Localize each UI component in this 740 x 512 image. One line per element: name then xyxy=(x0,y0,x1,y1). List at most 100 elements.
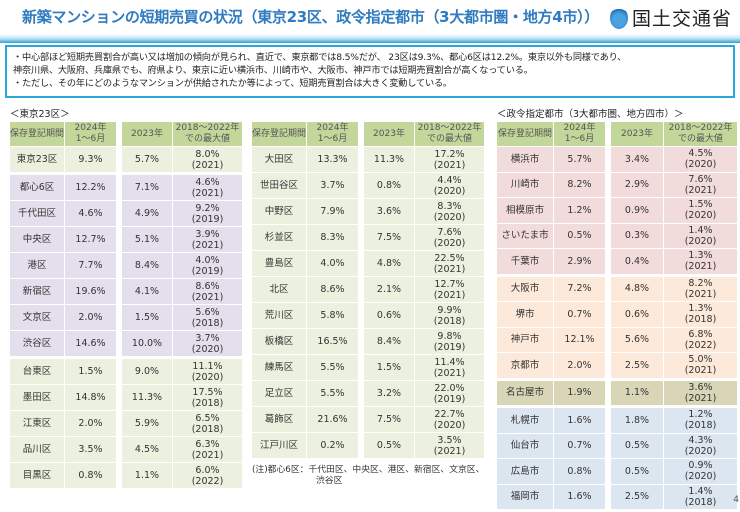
region-name: 中野区 xyxy=(252,199,306,224)
value-y2023: 5.6% xyxy=(611,327,663,352)
value-max: 17.5% (2018) xyxy=(173,385,242,410)
column-header-text: 2023年 xyxy=(373,128,405,139)
region-name: 千代田区 xyxy=(10,201,64,226)
value-max: 22.0% (2019) xyxy=(415,381,484,406)
value-max: 22.5% (2021) xyxy=(415,251,484,276)
value-max: 7.6% (2021) xyxy=(664,172,737,197)
value-y2024: 9.3% xyxy=(65,147,116,172)
max-year: (2020) xyxy=(684,445,717,457)
value-max: 8.2% (2021) xyxy=(664,276,737,301)
max-value: 6.8% xyxy=(688,328,713,340)
max-value: 1.3% xyxy=(688,303,713,315)
column-gap xyxy=(606,249,611,274)
value-max: 3.5% (2021) xyxy=(415,433,484,458)
region-name: 京都市 xyxy=(497,353,553,378)
column-header: 保存登記期間 xyxy=(252,122,306,146)
column-header: 2024年 1〜6月 xyxy=(307,122,358,146)
value-max: 4.4% (2020) xyxy=(415,173,484,198)
table-row: 千代田区 4.6% 4.9% 9.2% (2019) xyxy=(10,201,243,226)
table-row: 葛飾区 21.6% 7.5% 22.7% (2020) xyxy=(252,407,485,432)
max-year: (2019) xyxy=(433,341,466,353)
max-year: (2021) xyxy=(191,159,224,171)
value-y2023: 5.1% xyxy=(122,227,172,252)
table-row: 都心6区 12.2% 7.1% 4.6% (2021) xyxy=(10,175,243,200)
max-year: (2020) xyxy=(433,237,466,249)
region-name: 札幌市 xyxy=(497,408,553,433)
column-gap xyxy=(117,279,122,304)
value-y2023: 4.5% xyxy=(122,437,172,462)
column-gap xyxy=(117,122,122,146)
page-number: 4 xyxy=(733,495,739,505)
value-max: 1.4% (2018) xyxy=(664,484,737,509)
value-y2024: 2.9% xyxy=(554,249,605,274)
column-gap xyxy=(359,122,364,146)
max-year: (2020) xyxy=(684,235,717,247)
column-header-text: 1〜6月 xyxy=(564,134,595,144)
column-header-text: 2018〜2022年 xyxy=(668,123,733,133)
max-value: 6.0% xyxy=(195,464,220,476)
table-row: 千葉市 2.9% 0.4% 1.3% (2021) xyxy=(497,249,738,274)
value-max: 3.7% (2020) xyxy=(173,331,242,356)
max-year: (2019) xyxy=(191,213,224,225)
value-y2023: 0.5% xyxy=(611,459,663,484)
max-year: (2018) xyxy=(684,314,717,326)
value-y2023: 0.5% xyxy=(364,433,414,458)
value-y2024: 12.2% xyxy=(65,175,116,200)
summary-line: ・中心部ほど短期売買割合が高い又は増加の傾向が見られ、直近で、東京都では8.5%… xyxy=(13,52,627,63)
max-year: (2022) xyxy=(684,339,717,351)
value-max: 1.2% (2018) xyxy=(664,408,737,433)
value-y2023: 2.9% xyxy=(611,172,663,197)
region-name: 世田谷区 xyxy=(252,173,306,198)
max-value: 5.6% xyxy=(195,306,220,318)
max-value: 22.7% xyxy=(434,408,465,420)
column-gap xyxy=(606,484,611,509)
value-max: 3.6% (2021) xyxy=(664,380,737,405)
value-y2023: 1.8% xyxy=(611,408,663,433)
max-value: 3.7% xyxy=(195,332,220,344)
column-gap xyxy=(606,380,611,405)
column-header: 2018〜2022年 での最大値 xyxy=(173,122,242,146)
max-value: 8.0% xyxy=(195,148,220,160)
max-year: (2021) xyxy=(433,159,466,171)
table-row: 杉並区 8.3% 7.5% 7.6% (2020) xyxy=(252,225,485,250)
region-name: 横浜市 xyxy=(497,147,553,172)
max-value: 4.3% xyxy=(688,434,713,446)
value-y2024: 2.0% xyxy=(65,305,116,330)
region-name: 品川区 xyxy=(10,437,64,462)
table-header-row: 保存登記期間 2024年 1〜6月 2023年 2018〜2022年 での最大値 xyxy=(252,122,485,146)
value-y2023: 8.4% xyxy=(364,329,414,354)
max-year: (2020) xyxy=(191,371,224,383)
region-name: 神戸市 xyxy=(497,327,553,352)
column-gap xyxy=(606,327,611,352)
region-name: 川崎市 xyxy=(497,172,553,197)
column-header-text: での最大値 xyxy=(677,134,723,144)
value-y2024: 7.2% xyxy=(554,276,605,301)
value-max: 6.5% (2018) xyxy=(173,411,242,436)
value-y2023: 1.1% xyxy=(122,463,172,488)
max-value: 0.9% xyxy=(688,460,713,472)
max-year: (2021) xyxy=(191,449,224,461)
region-name: 渋谷区 xyxy=(10,331,64,356)
table-row: 福岡市 1.6% 2.5% 1.4% (2018) xyxy=(497,484,738,509)
footnote-line: (注)都心6区：千代田区、中央区、港区、新宿区、文京区、 xyxy=(252,465,485,475)
max-value: 7.6% xyxy=(688,173,713,185)
table-row: 江東区 2.0% 5.9% 6.5% (2018) xyxy=(10,411,243,436)
value-y2023: 5.9% xyxy=(122,411,172,436)
column-gap xyxy=(606,223,611,248)
page-title: 新築マンションの短期売買の状況（東京23区、政令指定都市（3大都市圏・地方4市）… xyxy=(22,8,599,26)
value-y2023: 11.3% xyxy=(364,147,414,172)
max-value: 4.6% xyxy=(195,176,220,188)
value-y2023: 3.2% xyxy=(364,381,414,406)
value-y2023: 7.1% xyxy=(122,175,172,200)
value-y2024: 2.0% xyxy=(554,353,605,378)
table-row: 品川区 3.5% 4.5% 6.3% (2021) xyxy=(10,437,243,462)
value-max: 6.8% (2022) xyxy=(664,327,737,352)
max-year: (2020) xyxy=(684,210,717,222)
table-row: 港区 7.7% 8.4% 4.0% (2019) xyxy=(10,253,243,278)
column-gap xyxy=(359,147,364,172)
max-value: 7.6% xyxy=(437,226,462,238)
value-y2024: 5.8% xyxy=(307,303,358,328)
column-header-text: 保存登記期間 xyxy=(10,128,65,139)
max-value: 9.9% xyxy=(437,304,462,316)
max-value: 8.3% xyxy=(437,200,462,212)
